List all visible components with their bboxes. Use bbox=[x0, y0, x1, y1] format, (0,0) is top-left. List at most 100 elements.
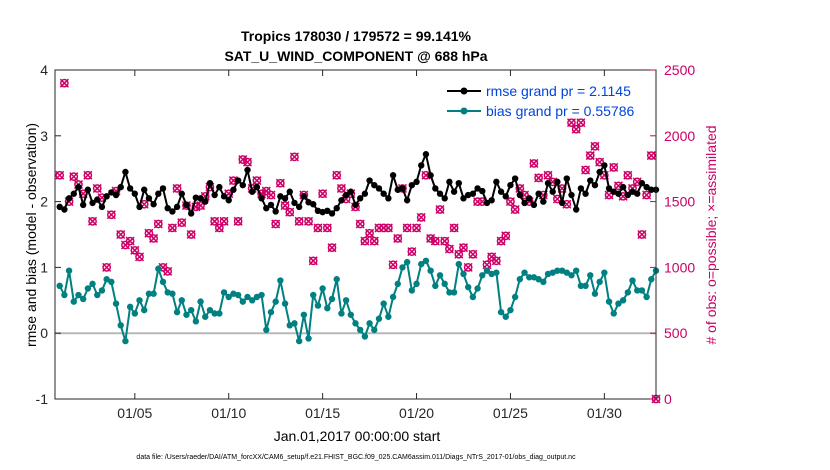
obs-count-point bbox=[271, 219, 281, 229]
rmse-point bbox=[122, 168, 129, 176]
rmse-point bbox=[366, 177, 373, 184]
rmse-point bbox=[385, 195, 392, 202]
obs-count-point bbox=[529, 158, 539, 168]
rmse-point bbox=[446, 178, 453, 186]
rmse-point bbox=[540, 198, 547, 205]
bias-point bbox=[521, 269, 528, 276]
bias-point bbox=[474, 285, 481, 292]
obs-count-point bbox=[285, 207, 295, 217]
rmse-point bbox=[648, 186, 655, 193]
y2-axis-label: # of obs: o=possible; ×=assimilated bbox=[703, 125, 719, 344]
bias-point bbox=[540, 278, 547, 286]
rmse-point bbox=[272, 208, 279, 215]
obs-count-point bbox=[369, 236, 379, 246]
bias-point bbox=[117, 322, 124, 329]
obs-count-point bbox=[280, 201, 290, 211]
obs-count-point bbox=[233, 216, 243, 226]
rmse-point bbox=[544, 179, 552, 187]
bias-point bbox=[310, 291, 317, 299]
x-axis-label: Jan.01,2017 00:00:00 start bbox=[274, 428, 441, 444]
rmse-point bbox=[563, 175, 570, 182]
bias-point bbox=[408, 287, 416, 294]
obs-count-point bbox=[402, 223, 412, 233]
obs-count-point bbox=[69, 172, 79, 182]
rmse-point bbox=[286, 188, 293, 195]
legend-rmse-label: rmse grand pr = 2.1145 bbox=[486, 83, 631, 99]
rmse-point bbox=[206, 179, 214, 187]
bias-point bbox=[319, 285, 326, 292]
bias-point bbox=[436, 272, 444, 279]
obs-count-point bbox=[543, 170, 553, 180]
obs-count-point bbox=[637, 229, 647, 240]
rmse-point bbox=[244, 166, 251, 174]
bias-point bbox=[572, 267, 580, 274]
obs-count-point bbox=[327, 243, 337, 253]
y-tick-label: -1 bbox=[36, 391, 49, 407]
obs-count-point bbox=[440, 236, 450, 246]
rmse-point bbox=[56, 203, 63, 211]
rmse-point bbox=[192, 194, 200, 201]
obs-count-point bbox=[172, 183, 182, 193]
x-tick-label: 01/10 bbox=[211, 405, 246, 421]
y-axis-label: rmse and bias (model - observation) bbox=[23, 123, 39, 347]
bias-point bbox=[159, 278, 167, 286]
bias-series bbox=[56, 257, 660, 345]
bias-point bbox=[202, 313, 209, 320]
rmse-point bbox=[605, 185, 613, 192]
rmse-point bbox=[502, 193, 509, 200]
rmse-point bbox=[455, 179, 462, 187]
bias-point bbox=[563, 269, 570, 276]
bias-point bbox=[352, 320, 359, 327]
rmse-point bbox=[108, 189, 115, 196]
bias-point bbox=[79, 295, 87, 303]
obs-count-point bbox=[458, 243, 469, 253]
rmse-point bbox=[615, 190, 622, 197]
rmse-point bbox=[427, 172, 434, 179]
rmse-point bbox=[577, 185, 585, 192]
legend-bias-marker bbox=[460, 107, 468, 115]
bias-point bbox=[342, 297, 350, 304]
rmse-point bbox=[136, 203, 143, 211]
legend-rmse-marker bbox=[460, 87, 468, 95]
bias-point bbox=[460, 270, 467, 278]
rmse-point bbox=[300, 193, 308, 200]
y-tick-label: 2 bbox=[40, 194, 48, 210]
rmse-point bbox=[253, 183, 261, 191]
y-tick-label: 1 bbox=[40, 259, 48, 275]
obs-count-point bbox=[585, 151, 595, 161]
rmse-point bbox=[432, 185, 439, 192]
bias-point bbox=[483, 267, 491, 274]
bias-point bbox=[220, 289, 228, 296]
bias-point bbox=[258, 291, 265, 299]
bias-point bbox=[361, 333, 369, 340]
bias-point bbox=[629, 277, 636, 284]
rmse-point bbox=[587, 177, 594, 184]
x-tick-label: 01/25 bbox=[493, 405, 528, 421]
obs-count-point bbox=[153, 219, 163, 229]
rmse-point bbox=[328, 210, 336, 217]
rmse-point bbox=[591, 181, 599, 189]
y2-tick-label: 500 bbox=[664, 325, 688, 341]
obs-count-point bbox=[336, 183, 346, 193]
bias-point bbox=[432, 282, 439, 290]
rmse-point bbox=[483, 199, 491, 207]
obs-count-point bbox=[412, 223, 422, 233]
rmse-point bbox=[413, 178, 420, 186]
bias-point bbox=[169, 290, 176, 297]
bias-point bbox=[328, 295, 336, 303]
bias-point bbox=[643, 293, 650, 301]
bias-point bbox=[356, 326, 364, 334]
bias-point bbox=[281, 300, 289, 307]
x-tick-label: 01/30 bbox=[587, 405, 622, 421]
bias-point bbox=[183, 311, 190, 318]
rmse-point bbox=[643, 183, 650, 191]
rmse-point bbox=[469, 190, 477, 197]
bias-point bbox=[516, 276, 524, 283]
bias-point bbox=[497, 308, 505, 316]
bias-point bbox=[314, 302, 322, 309]
bias-point bbox=[347, 311, 355, 318]
obs-count-point bbox=[318, 189, 328, 199]
obs-count-point bbox=[566, 118, 577, 128]
bias-point bbox=[413, 280, 420, 288]
